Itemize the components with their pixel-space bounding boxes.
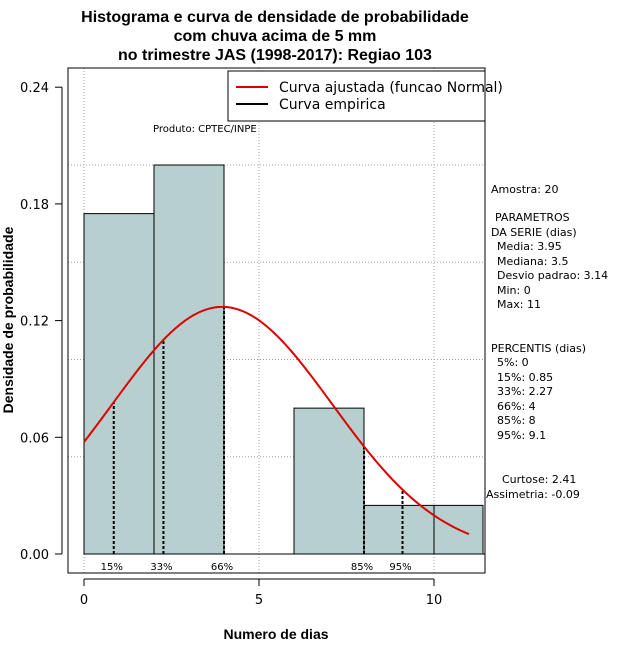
stat-p66: 66%: 4 (497, 400, 536, 413)
statistics-panel: Amostra: 20 PARAMETROS DA SERIE (dias) M… (486, 183, 608, 501)
title-line-3: no trimestre JAS (1998-2017): Regiao 103 (118, 47, 432, 64)
y-tick-label-2: 0.12 (20, 315, 49, 330)
stat-p33: 33%: 2.27 (497, 385, 553, 398)
stat-p15: 15%: 0.85 (497, 371, 553, 384)
stat-params-title-2: DA SERIE (dias) (491, 226, 577, 239)
fitted-normal-curve (83, 305, 470, 536)
percentile-markers: 15% 33% 66% 85% 95% (101, 306, 412, 573)
x-tick-label-2: 10 (426, 593, 443, 608)
title-line-1: Histograma e curva de densidade de proba… (81, 9, 469, 26)
plot-frame (67, 67, 486, 574)
legend: Curva ajustada (funcao Normal) Curva emp… (227, 70, 503, 122)
product-label: Produto: CPTEC/INPE (153, 124, 257, 135)
stat-desvio: Desvio padrao: 3.14 (497, 269, 608, 282)
percentile-marker-label-1: 33% (150, 562, 172, 573)
legend-box (227, 70, 486, 122)
stat-p5: 5%: 0 (497, 356, 529, 369)
percentile-marker-label-3: 85% (351, 562, 373, 573)
chart-title: Histograma e curva de densidade de proba… (81, 9, 469, 64)
stat-media: Media: 3.95 (497, 240, 562, 253)
percentile-marker-label-0: 15% (101, 562, 123, 573)
histogram-bars (83, 164, 485, 555)
histogram-bar-0 (83, 213, 155, 555)
stat-assimetria: Assimetria: -0.09 (486, 488, 580, 501)
percentile-marker-label-4: 95% (389, 562, 411, 573)
histogram-bar-4 (363, 504, 435, 555)
stat-percentis-title: PERCENTIS (dias) (491, 342, 586, 355)
title-line-2: com chuva acima de 5 mm (174, 28, 377, 45)
stat-params-title-1: PARAMETROS (495, 211, 570, 224)
stat-amostra: Amostra: 20 (491, 183, 558, 196)
stat-p95: 95%: 9.1 (497, 429, 546, 442)
legend-empirical-label: Curva empirica (279, 97, 386, 113)
x-tick-label-1: 5 (255, 593, 263, 608)
stat-p85: 85%: 8 (497, 414, 536, 427)
x-tick-label-0: 0 (80, 593, 88, 608)
legend-fitted-label: Curva ajustada (funcao Normal) (279, 80, 503, 96)
stat-curtose: Curtose: 2.41 (502, 473, 576, 486)
axes: 0 5 10 0.00 0.06 0.12 0.18 0.24 (20, 81, 442, 608)
stat-max: Max: 11 (497, 298, 541, 311)
histogram-bar-3 (293, 407, 365, 555)
stat-mediana: Mediana: 3.5 (497, 255, 568, 268)
y-axis-title: Densidade de probabilidade (0, 226, 16, 413)
y-tick-label-1: 0.06 (20, 431, 49, 446)
y-tick-label-3: 0.18 (20, 198, 49, 213)
y-tick-label-0: 0.00 (20, 548, 49, 563)
fitted-curve-layer (83, 305, 470, 536)
x-axis-title: Numero de dias (223, 626, 328, 642)
histogram-bar-1 (153, 164, 225, 555)
stat-min: Min: 0 (497, 284, 531, 297)
y-tick-label-4: 0.24 (20, 81, 49, 96)
percentile-marker-label-2: 66% (211, 562, 233, 573)
